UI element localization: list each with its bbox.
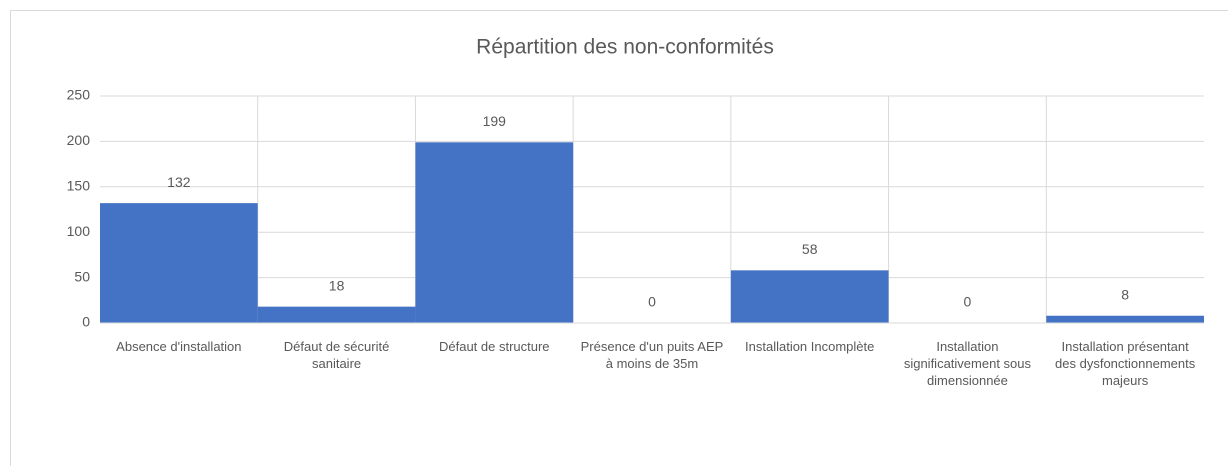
chart-title: Répartition des non-conformités — [476, 36, 774, 59]
y-tick-label: 0 — [82, 314, 90, 330]
x-tick-label: Défaut de sécurité sanitaire — [283, 339, 390, 371]
x-tick-label: Installation présentant des dysfonctionn… — [1055, 339, 1196, 388]
y-tick-label: 50 — [74, 268, 90, 284]
x-tick-label: Absence d'installation — [116, 339, 242, 354]
bar — [257, 306, 416, 323]
data-label: 8 — [1121, 286, 1129, 302]
y-tick-label: 200 — [67, 132, 91, 148]
data-label: 199 — [483, 113, 507, 129]
data-label: 132 — [167, 174, 191, 190]
data-label: 0 — [964, 294, 972, 310]
x-tick-label: Présence d'un puits AEP à moins de 35m — [580, 339, 724, 371]
x-tick-label: Défaut de structure — [438, 339, 550, 354]
bar — [100, 203, 258, 323]
data-label: 58 — [802, 241, 818, 257]
bar — [730, 270, 889, 323]
bar — [415, 142, 574, 323]
chart-border — [10, 10, 1228, 466]
y-tick-label: 100 — [67, 223, 91, 239]
x-tick-label: Installation significativement sous dime… — [903, 339, 1031, 388]
y-tick-label: 150 — [67, 178, 91, 194]
bar — [1046, 315, 1204, 323]
x-tick-label: Installation Incomplète — [745, 339, 875, 354]
data-label: 18 — [329, 277, 345, 293]
y-tick-label: 250 — [67, 87, 91, 103]
data-label: 0 — [648, 294, 656, 310]
